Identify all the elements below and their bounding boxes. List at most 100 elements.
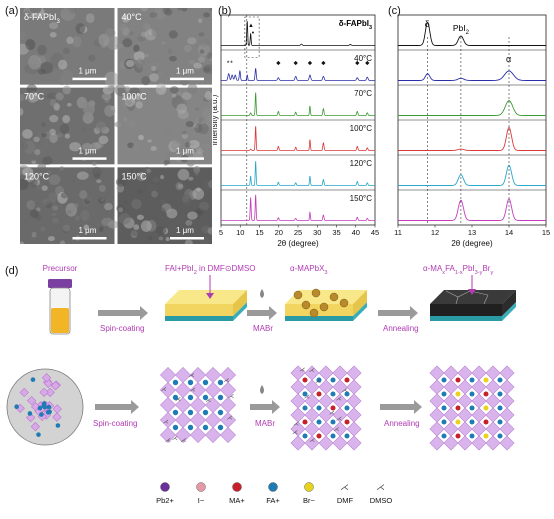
- solvent-molecule: ⋌: [223, 378, 229, 384]
- octahedron: [27, 395, 37, 406]
- sem-grain: [90, 142, 101, 151]
- octahedron: [290, 407, 306, 423]
- sem-grain: [48, 192, 57, 203]
- sem-grain: [69, 141, 81, 152]
- solvent-molecule: ⋌: [163, 419, 169, 425]
- a-site-ion: [217, 424, 224, 431]
- drop-icon-bottom: [260, 385, 264, 394]
- sem-grain: [49, 22, 59, 30]
- sem-grain: [23, 10, 32, 17]
- diamond-marker: [321, 60, 326, 66]
- octahedron: [190, 367, 206, 383]
- octahedron: [39, 387, 49, 398]
- annealing-label: Annealing: [383, 324, 419, 333]
- sem-grain: [62, 85, 72, 95]
- sem-label: 70°C: [24, 92, 45, 102]
- sem-grain: [41, 185, 48, 191]
- sem-grain: [59, 240, 66, 244]
- octahedron: [290, 435, 306, 451]
- film2-label: α-MAPbX3: [290, 264, 328, 276]
- sem-grain: [194, 123, 203, 133]
- scale-bar-label: 1 μm: [176, 146, 194, 155]
- octahedron: [318, 393, 334, 409]
- octahedron: [220, 382, 236, 398]
- sem-grain: [162, 124, 174, 135]
- sem-grain: [31, 160, 37, 164]
- a-site-ion: [455, 405, 461, 411]
- sem-grain: [177, 91, 182, 96]
- sem-grain: [124, 85, 131, 92]
- x-tick-label: 10: [236, 228, 244, 237]
- octahedron: [485, 421, 501, 437]
- legend-label: DMSO: [370, 496, 393, 505]
- sem-grain: [85, 196, 92, 202]
- legend-item: ⋌ DMSO: [370, 482, 393, 505]
- a-site-ion: [187, 409, 194, 416]
- a-site-ion: [455, 391, 461, 397]
- sem-grain: [122, 38, 133, 48]
- sem-grain: [83, 224, 90, 231]
- sem-grain: [29, 209, 39, 218]
- diamond-marker: [276, 60, 281, 66]
- octahedron: [346, 421, 362, 437]
- vial-solution: [51, 308, 69, 333]
- panel-d: (d) Precursor Spin-coating FAI+PbI2 in DMF…: [0, 255, 554, 519]
- sem-grain: [37, 44, 47, 55]
- solvent-molecule: ⋌: [304, 394, 310, 400]
- sem-grain: [29, 94, 41, 102]
- octahedron: [443, 379, 459, 395]
- a-site-ion: [187, 379, 194, 386]
- octahedron: [304, 421, 320, 437]
- sem-grain: [151, 177, 160, 183]
- y-axis-label: Intensity (a.u.): [213, 94, 219, 145]
- sem-grain: [189, 59, 196, 65]
- sem-grain: [55, 92, 64, 101]
- sem-grain: [202, 142, 210, 150]
- layer-side: [353, 290, 367, 316]
- sem-grain: [177, 8, 182, 11]
- octahedron: [160, 412, 176, 428]
- a-site-ion: [302, 377, 308, 383]
- star-marker: *: [230, 60, 233, 67]
- octahedron: [429, 421, 445, 437]
- octahedron: [332, 393, 348, 409]
- a-site-ion: [316, 391, 322, 397]
- octahedron: [346, 379, 362, 395]
- sem-grain: [62, 8, 72, 16]
- octahedron: [304, 435, 320, 451]
- x-tick-label: 12: [431, 228, 439, 237]
- sem-grain: [198, 56, 206, 63]
- sem-grain: [51, 212, 57, 217]
- a-site-ion: [483, 433, 489, 439]
- a-site-ion: [187, 394, 194, 401]
- sem-grain: [171, 139, 181, 151]
- octahedron: [50, 381, 61, 391]
- sem-grain: [128, 31, 134, 36]
- trace-label: δ-FAPbI3: [339, 19, 372, 31]
- sem-grain: [91, 166, 102, 177]
- octahedron: [443, 407, 459, 423]
- panel-c-letter: (c): [388, 5, 401, 17]
- sem-grain: [125, 59, 135, 68]
- fa-ion: [36, 432, 41, 437]
- sem-grain: [20, 178, 29, 191]
- process-schematic: Precursor Spin-coating FAI+PbI2 in DMF⊙DMS…: [6, 264, 516, 505]
- a-site-ion: [455, 377, 461, 383]
- scale-bar: [170, 77, 204, 81]
- sem-label: δ-FAPbI3: [24, 12, 61, 25]
- octahedron: [220, 367, 236, 383]
- octahedron: [332, 379, 348, 395]
- octahedron: [318, 379, 334, 395]
- mabr-bottom-label: MABr: [255, 419, 275, 428]
- film-precursor: [165, 290, 247, 321]
- scale-bar-label: 1 μm: [176, 67, 194, 76]
- solvent-molecule: ⋌: [329, 410, 335, 416]
- solvent-molecule: ⋌: [299, 368, 305, 374]
- panel-d-letter: (d): [5, 265, 19, 277]
- sem-grain: [172, 14, 179, 20]
- xrd-trace: [221, 194, 375, 221]
- octahedron: [290, 421, 306, 437]
- sem-grain: [181, 8, 188, 12]
- sem-grain: [74, 215, 80, 221]
- scale-bar-label: 1 μm: [176, 226, 194, 235]
